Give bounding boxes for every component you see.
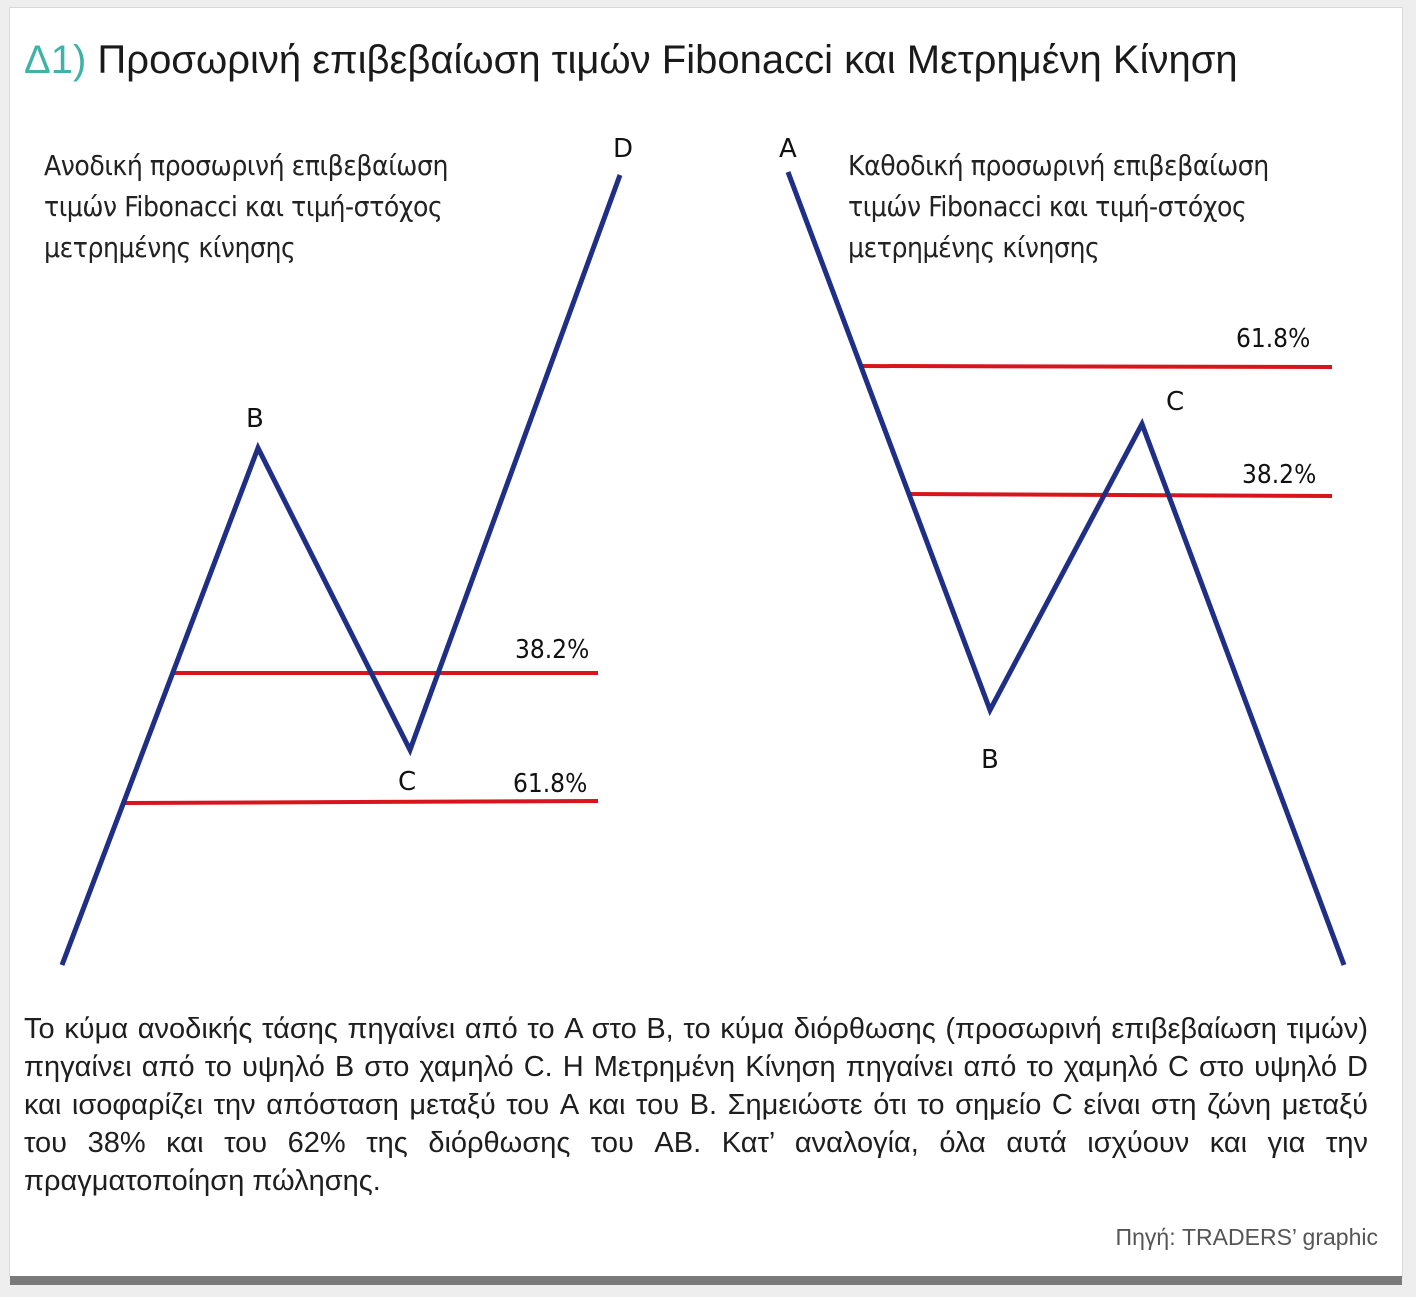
right-level-62-line (859, 364, 1333, 369)
left-point-c-label: C (398, 767, 416, 797)
figure-title-text: Προσωρινή επιβεβαίωση τιμών Fibonacci κα… (97, 38, 1238, 82)
figure-panel (10, 8, 1402, 1276)
figure-number: Δ1) (24, 38, 87, 82)
right-subtitle: Καθοδική προσωρινή επιβεβαίωση τιμών Fib… (848, 145, 1269, 268)
left-level-38-label: 38.2% (515, 635, 589, 665)
right-point-c-label: C (1166, 387, 1184, 417)
left-subtitle-line: τιμών Fibonacci και τιμή-στόχος (44, 190, 443, 223)
left-wave-line (59, 174, 623, 966)
left-point-b-label: B (246, 404, 264, 434)
left-subtitle-line: μετρημένης κίνησης (44, 231, 296, 264)
figure-title: Δ1) Προσωρινή επιβεβαίωση τιμών Fibonacc… (24, 38, 1238, 83)
left-level-62-label: 61.8% (513, 769, 587, 799)
right-subtitle-line: Καθοδική προσωρινή επιβεβαίωση (848, 149, 1269, 182)
bottom-border (10, 1276, 1402, 1285)
figure-caption: Το κύμα ανοδικής τάσης πηγαίνει από το A… (24, 1013, 1368, 1197)
right-point-a-label: A (779, 134, 797, 164)
right-level-62-label: 61.8% (1236, 324, 1310, 354)
left-level-62-line (121, 799, 599, 805)
left-subtitle: Ανοδική προσωρινή επιβεβαίωση τιμών Fibo… (44, 145, 448, 268)
left-subtitle-line: Ανοδική προσωρινή επιβεβαίωση (44, 149, 449, 182)
right-level-38-label: 38.2% (1242, 460, 1316, 490)
wave-diagram: B C D 38.2% 61.8% A B C 61.8% 38.2% (59, 134, 1347, 966)
right-subtitle-line: τιμών Fibonacci και τιμή-στόχος (848, 190, 1247, 223)
left-point-d-label: D (613, 134, 633, 164)
right-level-38-line (907, 492, 1333, 498)
right-wave-line (785, 171, 1347, 966)
right-subtitle-line: μετρημένης κίνησης (848, 231, 1100, 264)
right-point-b-label: B (981, 745, 999, 775)
source-credit: Πηγή: TRADERS’ graphic (1115, 1224, 1378, 1250)
